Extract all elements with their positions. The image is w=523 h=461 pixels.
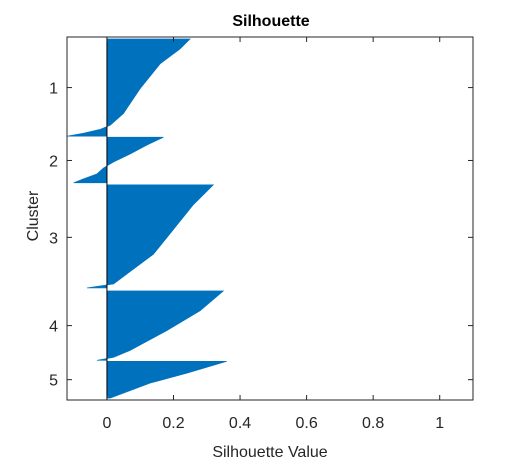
y-tick-label: 5 xyxy=(49,373,58,390)
y-tick-label: 3 xyxy=(49,230,58,247)
y-tick-label: 2 xyxy=(49,153,58,170)
x-tick-label: 0.4 xyxy=(229,415,251,432)
cluster-1-bars xyxy=(66,38,191,137)
x-axis-label: Silhouette Value xyxy=(212,444,327,461)
x-tick-label: 1 xyxy=(435,415,444,432)
x-tick-label: 0 xyxy=(102,415,111,432)
x-tick-label: 0.6 xyxy=(295,415,317,432)
cluster-2-bars xyxy=(73,136,164,184)
y-tick-label: 4 xyxy=(49,319,58,336)
axes-box xyxy=(66,36,474,401)
plot-area: 0 0.2 0.4 0.6 0.8 1 1 2 3 4 5 xyxy=(49,36,474,432)
cluster-3-bars xyxy=(86,184,215,289)
y-axis-label: Cluster xyxy=(25,190,42,241)
cluster-4-bars xyxy=(96,290,225,361)
x-tick-label: 0.2 xyxy=(162,415,184,432)
y-tick-label: 1 xyxy=(49,81,58,98)
chart-title: Silhouette xyxy=(232,13,309,30)
cluster-5-bars xyxy=(106,361,227,399)
x-tick-label: 0.8 xyxy=(362,415,384,432)
